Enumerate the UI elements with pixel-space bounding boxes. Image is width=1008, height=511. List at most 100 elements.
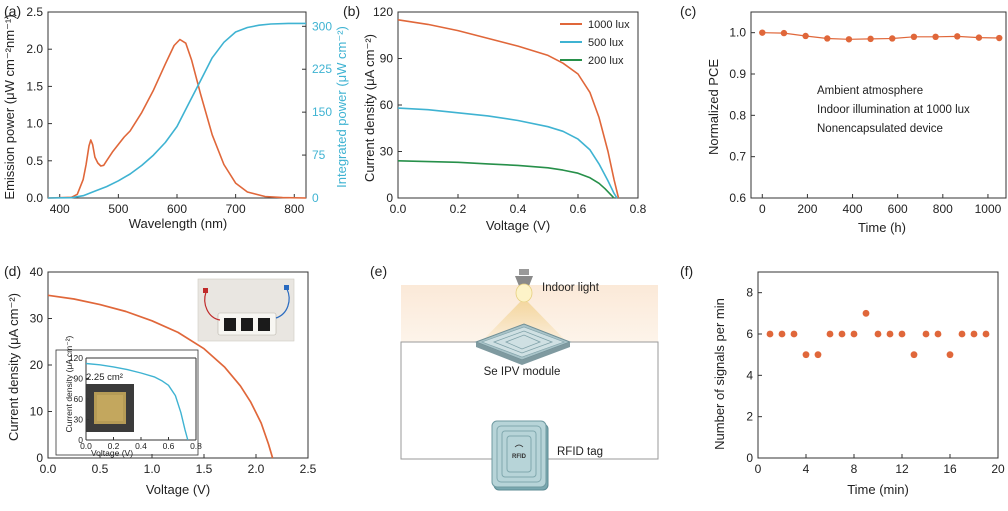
f-data-point	[898, 330, 906, 338]
d-inset-x-label: Voltage (V)	[91, 448, 133, 458]
f-ytick-label: 0	[746, 451, 753, 465]
c-y-label: Normalized PCE	[706, 59, 721, 155]
b-y-label: Current density (μA cm⁻²)	[362, 34, 377, 182]
legend-label-1000-lux: 1000 lux	[588, 19, 630, 31]
panel-label-d: (d)	[4, 263, 21, 279]
c-ytick-label: 0.6	[729, 191, 746, 205]
f-data-point	[850, 330, 858, 338]
d-inset-ytick-label: 120	[69, 353, 83, 363]
b-xtick-label: 0.4	[510, 202, 527, 216]
d-inset-ytick-label: 90	[74, 374, 84, 384]
a-y2tick-label: 0	[312, 191, 319, 205]
module-photo	[197, 278, 295, 342]
b-xtick-label: 0.6	[570, 202, 587, 216]
c-ytick-label: 0.9	[729, 67, 746, 81]
b-x-label: Voltage (V)	[486, 218, 550, 233]
d-inset-xtick-label: 0.6	[163, 441, 175, 451]
d-inset-ytick-label: 60	[74, 394, 84, 404]
a-xtick-label: 500	[108, 202, 128, 216]
f-data-point	[886, 330, 894, 338]
c-data-point	[932, 33, 939, 40]
c-data-point	[889, 35, 896, 42]
f-data-point	[802, 351, 810, 359]
c-annotation-illumination: Indoor illumination at 1000 lux	[817, 104, 970, 116]
f-xtick-label: 0	[755, 462, 762, 476]
legend-label-200-lux: 200 lux	[588, 55, 624, 67]
f-xtick-label: 8	[851, 462, 858, 476]
panel-label-c: (c)	[680, 3, 696, 19]
a-y2tick-label: 75	[312, 148, 326, 162]
d-x-label: Voltage (V)	[146, 482, 210, 497]
b-curve-200-lux	[397, 160, 615, 199]
d-xtick-label: 2.0	[248, 462, 265, 476]
d-xtick-label: 1.0	[144, 462, 161, 476]
d-ytick-label: 40	[30, 265, 44, 279]
c-xtick-label: 800	[933, 202, 953, 216]
f-data-point	[874, 330, 882, 338]
d-ytick-label: 10	[30, 405, 44, 419]
c-x-label: Time (h)	[858, 220, 906, 235]
b-xtick-label: 0.8	[630, 202, 647, 216]
b-ytick-label: 90	[380, 52, 394, 66]
legend-label-500-lux: 500 lux	[588, 37, 624, 49]
f-ytick-label: 6	[746, 327, 753, 341]
bulb-icon	[515, 283, 533, 303]
a-xtick-label: 600	[167, 202, 187, 216]
a-xtick-label: 800	[284, 202, 304, 216]
a-xtick-label: 700	[226, 202, 246, 216]
e-module-label: Se IPV module	[484, 366, 561, 378]
a-y2tick-label: 300	[312, 19, 332, 33]
b-legend: 1000 lux 500 lux 200 lux	[560, 19, 630, 67]
f-xtick-label: 4	[803, 462, 810, 476]
c-xtick-label: 200	[797, 202, 817, 216]
a-ytick-label: 0.0	[26, 191, 43, 205]
f-xtick-label: 20	[991, 462, 1005, 476]
d-inset-area-label: 2.25 cm²	[86, 372, 123, 383]
a-ytick-label: 0.5	[26, 154, 43, 168]
f-y-label: Number of signals per min	[712, 298, 727, 450]
d-inset-ytick-label: 0	[78, 435, 83, 445]
d-inset-curve	[85, 362, 189, 441]
light-beam	[482, 302, 566, 341]
d-inset-xtick-label: 0.4	[135, 441, 147, 451]
panel-label-b: (b)	[343, 3, 360, 19]
f-data-point	[814, 351, 822, 359]
a-xtick-label: 400	[50, 202, 70, 216]
d-inset-ytick-label: 30	[74, 415, 84, 425]
f-x-label: Time (min)	[847, 482, 909, 497]
f-data-point	[958, 330, 966, 338]
c-data-point	[975, 34, 983, 41]
c-data-point	[780, 29, 788, 37]
cell-photo	[86, 384, 134, 432]
b-ytick-label: 30	[380, 145, 394, 159]
e-tag-label: RFID tag	[557, 446, 603, 458]
f-data-point	[826, 330, 834, 338]
rfid-tag-text: RFID	[512, 454, 527, 460]
c-trend-line	[762, 32, 1000, 40]
ipv-module-icon	[474, 323, 572, 365]
c-xtick-label: 600	[888, 202, 908, 216]
f-ytick-label: 8	[746, 286, 753, 300]
f-ytick-label: 2	[746, 410, 753, 424]
f-axes-frame	[757, 271, 999, 459]
d-y-label: Current density (μA cm⁻²)	[6, 293, 21, 441]
c-xtick-label: 400	[843, 202, 863, 216]
c-data-point	[759, 29, 766, 36]
f-data-point	[922, 330, 930, 338]
panel-label-a: (a)	[4, 3, 21, 19]
d-xtick-label: 2.5	[300, 462, 317, 476]
rfid-tag-icon: RFID	[491, 420, 549, 491]
f-data-point	[934, 330, 942, 338]
b-ytick-label: 0	[386, 191, 393, 205]
panel-label-e: (e)	[370, 263, 387, 279]
e-light-label: Indoor light	[542, 282, 600, 294]
c-data-point	[845, 36, 853, 43]
a-emission-curve	[47, 38, 307, 199]
a-y2-label: Integrated power (μW cm⁻²)	[334, 26, 349, 188]
d-ytick-label: 0	[36, 451, 43, 465]
a-ytick-label: 2.5	[26, 5, 43, 19]
d-module-curve	[47, 294, 274, 459]
c-ytick-label: 0.7	[729, 150, 746, 164]
d-inset-xtick-label: 0.2	[108, 441, 120, 451]
